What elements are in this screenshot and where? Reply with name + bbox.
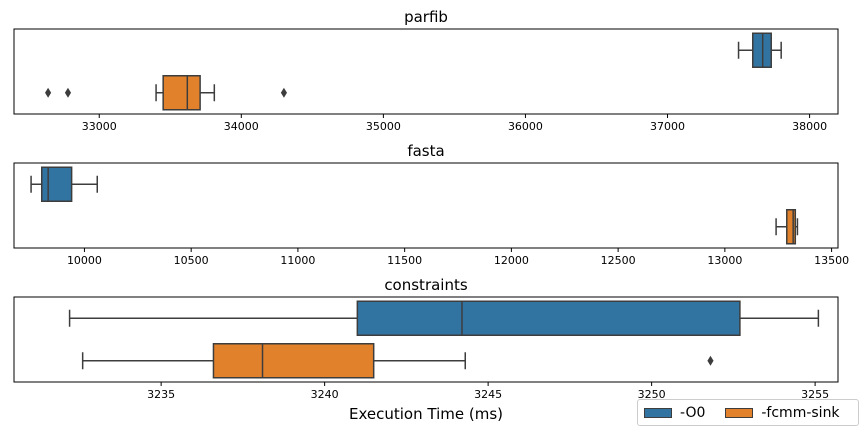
legend: -O0 -fcmm-sink [637,399,859,426]
panel-parfib-title: parfib [404,8,448,26]
panel-constraints-fcmm-sink-box [212,343,375,379]
panel-constraints-xlabel: Execution Time (ms) [349,405,503,423]
panel-fasta-tick-label: 11000 [280,254,315,267]
legend-swatch-fcmm-sink [725,407,754,418]
panel-parfib-fcmm-sink-outlier [45,87,52,98]
panel-fasta-tick-label: 12500 [601,254,636,267]
panel-parfib-tick-label: 38000 [792,120,827,133]
panel-parfib-tick-label: 36000 [508,120,543,133]
panel-fasta-tick-label: 10000 [67,254,102,267]
panel-parfib-fcmm-sink-outlier [64,87,72,98]
panel-parfib-tick-label: 34000 [224,120,259,133]
legend-label-o0: -O0 [680,404,706,421]
legend-label-fcmm-sink: -fcmm-sink [761,404,840,421]
panel-constraints-tick-label: 3235 [147,388,175,401]
panel-constraints-tick-label: 3240 [311,388,339,401]
panel-constraints-fcmm-sink-outlier [707,355,714,366]
panel-fasta-fcmm-sink-box [786,209,797,245]
panel-constraints-tick-label: 3245 [474,388,502,401]
panel-fasta-frame [13,162,839,249]
panel-fasta-tick-label: 12000 [494,254,529,267]
panel-constraints-title: constraints [384,276,468,294]
panel-fasta-tick-label: 13000 [707,254,742,267]
panel-fasta-title: fasta [407,142,444,160]
panel-fasta-o0-box [41,166,73,202]
panel-parfib-fcmm-sink-box [162,75,201,111]
panel-parfib-frame [13,28,839,115]
panel-constraints-tick-label: 3250 [638,388,666,401]
panel-fasta-tick-label: 11500 [387,254,422,267]
legend-item-fcmm-sink: -fcmm-sink [725,404,840,421]
legend-swatch-o0 [644,407,672,418]
panel-constraints-frame [13,296,839,383]
panel-constraints-o0-box [356,300,741,336]
panel-parfib-tick-label: 37000 [650,120,685,133]
panel-fasta-tick-label: 10500 [174,254,209,267]
panel-parfib-fcmm-sink-outlier [280,87,288,98]
panel-parfib-tick-label: 35000 [366,120,401,133]
panel-fasta-tick-label: 13500 [814,254,849,267]
panel-constraints-tick-label: 3255 [801,388,829,401]
panel-parfib-tick-label: 33000 [82,120,117,133]
legend-item-o0: -O0 [644,405,705,421]
